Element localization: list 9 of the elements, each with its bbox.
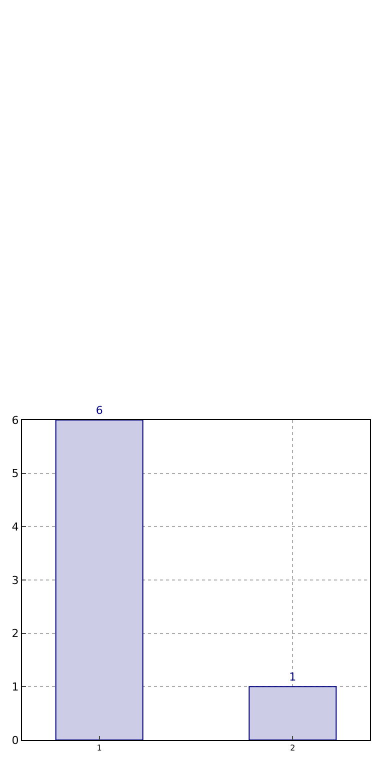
y-tick-label: 6 — [12, 414, 19, 427]
y-tick-label: 1 — [12, 680, 19, 694]
data-label: 1 — [289, 670, 296, 684]
y-tick-label: 5 — [12, 467, 19, 480]
y-tick-label: 2 — [12, 627, 19, 640]
y-tick-label: 4 — [12, 520, 19, 534]
y-tick-label: 0 — [12, 734, 19, 747]
data-label: 6 — [96, 404, 103, 417]
y-tick-label: 3 — [12, 574, 19, 587]
